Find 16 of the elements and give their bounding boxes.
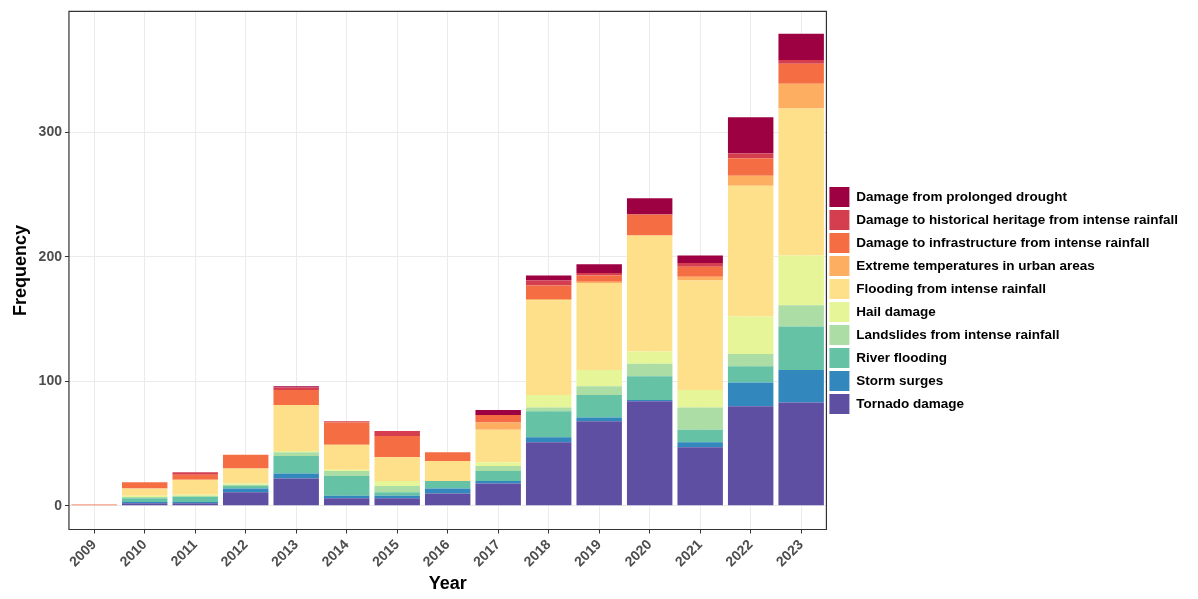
x-axis-title: Year (428, 573, 467, 594)
y-tick-label: 300 (38, 123, 63, 140)
legend-label: Storm surges (856, 372, 944, 388)
y-tick-label: 0 (54, 496, 63, 513)
legend-label: Flooding from intense rainfall (856, 280, 1046, 296)
legend-label: Hail damage (856, 303, 937, 319)
y-axis-title: Frequency (9, 224, 30, 316)
legend-label: River flooding (856, 349, 947, 365)
y-tick-label: 200 (38, 247, 63, 264)
legend-label: Damage to infrastructure from intense rainfall (856, 234, 1150, 250)
legend-label: Extreme temperatures in urban areas (856, 257, 1095, 273)
legend-label: Landslides from intense rainfall (856, 326, 1060, 342)
legend-label: Damage from prolonged drought (856, 188, 1068, 204)
y-tick-label: 100 (38, 372, 63, 389)
legend-label: Tornado damage (856, 395, 965, 411)
legend-label: Damage to historical heritage from intense rainfall (856, 211, 1179, 227)
